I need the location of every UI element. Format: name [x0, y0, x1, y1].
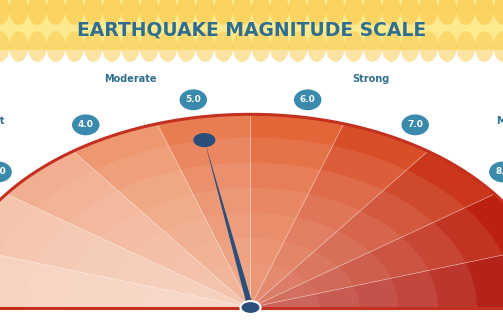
Ellipse shape	[232, 0, 252, 25]
Wedge shape	[0, 137, 503, 308]
Wedge shape	[142, 238, 359, 308]
Ellipse shape	[121, 32, 140, 62]
Ellipse shape	[400, 32, 420, 62]
Ellipse shape	[0, 32, 10, 62]
Ellipse shape	[456, 0, 475, 25]
Ellipse shape	[195, 0, 214, 25]
Ellipse shape	[307, 0, 326, 25]
Wedge shape	[250, 248, 503, 308]
Wedge shape	[0, 248, 250, 308]
Ellipse shape	[158, 0, 177, 25]
Ellipse shape	[293, 89, 322, 111]
Ellipse shape	[9, 32, 28, 62]
Ellipse shape	[9, 0, 28, 25]
Ellipse shape	[345, 0, 364, 25]
Wedge shape	[7, 151, 250, 308]
Ellipse shape	[456, 32, 475, 62]
Wedge shape	[250, 124, 428, 308]
Ellipse shape	[475, 32, 494, 62]
Wedge shape	[250, 194, 503, 308]
Ellipse shape	[28, 32, 47, 62]
Ellipse shape	[363, 0, 382, 25]
Ellipse shape	[382, 32, 401, 62]
Text: Major: Major	[496, 117, 503, 127]
Wedge shape	[157, 114, 250, 308]
Polygon shape	[204, 140, 254, 308]
Ellipse shape	[46, 32, 65, 62]
Wedge shape	[103, 213, 398, 308]
Ellipse shape	[382, 0, 401, 25]
Ellipse shape	[214, 0, 233, 25]
Ellipse shape	[195, 32, 214, 62]
Ellipse shape	[400, 114, 430, 136]
Circle shape	[240, 301, 261, 314]
Ellipse shape	[0, 161, 13, 183]
Ellipse shape	[232, 32, 252, 62]
Ellipse shape	[177, 0, 196, 25]
Ellipse shape	[419, 0, 438, 25]
Text: 5.0: 5.0	[186, 95, 201, 104]
Ellipse shape	[102, 0, 121, 25]
Ellipse shape	[493, 0, 503, 25]
Wedge shape	[63, 188, 438, 308]
Ellipse shape	[307, 32, 326, 62]
Text: 4.0: 4.0	[78, 120, 94, 129]
Ellipse shape	[493, 32, 503, 62]
Wedge shape	[250, 151, 494, 308]
Ellipse shape	[71, 114, 101, 136]
Ellipse shape	[65, 0, 84, 25]
Ellipse shape	[345, 32, 364, 62]
Ellipse shape	[326, 0, 345, 25]
Wedge shape	[250, 114, 344, 308]
Ellipse shape	[0, 0, 10, 25]
Ellipse shape	[326, 32, 345, 62]
Ellipse shape	[139, 0, 158, 25]
Text: Strong: Strong	[352, 74, 389, 84]
Ellipse shape	[121, 0, 140, 25]
Ellipse shape	[214, 32, 233, 62]
Wedge shape	[0, 194, 250, 308]
Ellipse shape	[289, 0, 308, 25]
Ellipse shape	[158, 32, 177, 62]
Ellipse shape	[177, 32, 196, 62]
Ellipse shape	[400, 0, 420, 25]
Text: Light: Light	[0, 117, 5, 127]
Ellipse shape	[46, 0, 65, 25]
Ellipse shape	[438, 0, 457, 25]
Ellipse shape	[179, 89, 208, 111]
Ellipse shape	[270, 0, 289, 25]
FancyBboxPatch shape	[0, 0, 503, 50]
Text: EARTHQUAKE MAGNITUDE SCALE: EARTHQUAKE MAGNITUDE SCALE	[77, 20, 426, 39]
Ellipse shape	[28, 0, 47, 25]
Text: Moderate: Moderate	[104, 74, 156, 84]
Ellipse shape	[102, 32, 121, 62]
Ellipse shape	[139, 32, 158, 62]
Ellipse shape	[270, 32, 289, 62]
Ellipse shape	[475, 0, 494, 25]
Ellipse shape	[83, 32, 103, 62]
Text: 3.0: 3.0	[0, 167, 6, 176]
Ellipse shape	[419, 32, 438, 62]
Ellipse shape	[252, 32, 271, 62]
Ellipse shape	[363, 32, 382, 62]
Circle shape	[193, 133, 215, 147]
Ellipse shape	[438, 32, 457, 62]
Ellipse shape	[252, 0, 271, 25]
Wedge shape	[181, 263, 320, 308]
Wedge shape	[73, 124, 250, 308]
Ellipse shape	[65, 32, 84, 62]
Text: 8.0: 8.0	[495, 167, 503, 176]
Text: 6.0: 6.0	[300, 95, 315, 104]
Wedge shape	[24, 163, 477, 308]
Text: 7.0: 7.0	[407, 120, 423, 129]
Ellipse shape	[83, 0, 103, 25]
Ellipse shape	[289, 32, 308, 62]
Ellipse shape	[488, 161, 503, 183]
